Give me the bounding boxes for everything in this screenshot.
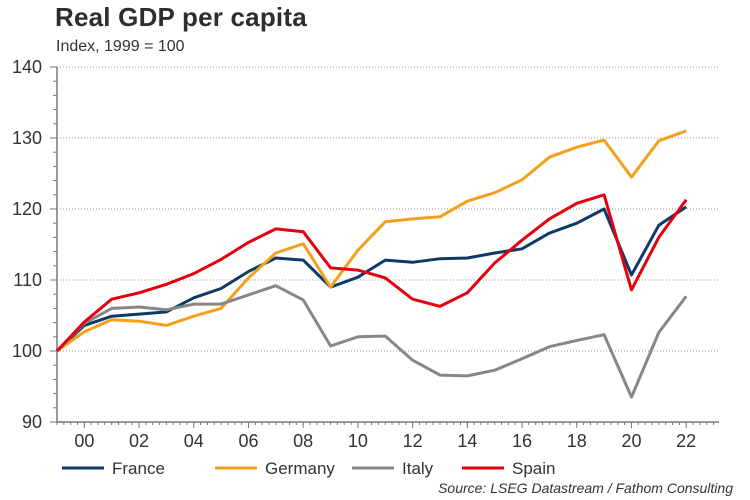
chart-subtitle: Index, 1999 = 100 xyxy=(56,38,185,55)
x-tick-label: 08 xyxy=(293,431,313,451)
series-lines xyxy=(55,129,688,399)
source-note: Source: LSEG Datastream / Fathom Consult… xyxy=(438,480,733,496)
series-line-spain xyxy=(55,193,688,353)
series-line-germany xyxy=(56,129,687,353)
x-tick-label: 20 xyxy=(621,431,641,451)
y-tick-label: 120 xyxy=(12,199,42,219)
y-tick-label: 130 xyxy=(12,128,42,148)
x-tick-label: 04 xyxy=(184,431,204,451)
y-tick-labels: 90 100 110 120 130 140 xyxy=(12,57,42,432)
legend-label-germany: Germany xyxy=(265,459,335,478)
x-tick-label: 22 xyxy=(676,431,696,451)
legend-label-italy: Italy xyxy=(402,459,434,478)
legend-label-spain: Spain xyxy=(512,459,555,478)
y-tick-label: 140 xyxy=(12,57,42,77)
x-tick-label: 14 xyxy=(457,431,477,451)
x-tick-label: 12 xyxy=(403,431,423,451)
y-tick-label: 100 xyxy=(12,341,42,361)
series-line-italy xyxy=(55,284,688,399)
x-tick-label: 02 xyxy=(129,431,149,451)
legend-label-france: France xyxy=(112,459,165,478)
x-tick-labels: 00 02 04 06 08 10 12 14 16 18 20 22 xyxy=(74,431,696,451)
axes xyxy=(50,66,719,428)
x-tick-label: 06 xyxy=(238,431,258,451)
x-tick-label: 10 xyxy=(348,431,368,451)
chart-title: Real GDP per capita xyxy=(55,2,307,32)
x-tick-label: 18 xyxy=(567,431,587,451)
series-line-france xyxy=(55,205,688,353)
x-tick-label: 00 xyxy=(74,431,94,451)
x-tick-label: 16 xyxy=(512,431,532,451)
y-tick-label: 90 xyxy=(22,412,42,432)
y-tick-label: 110 xyxy=(13,270,42,290)
legend: France Germany Italy Spain xyxy=(62,459,555,478)
